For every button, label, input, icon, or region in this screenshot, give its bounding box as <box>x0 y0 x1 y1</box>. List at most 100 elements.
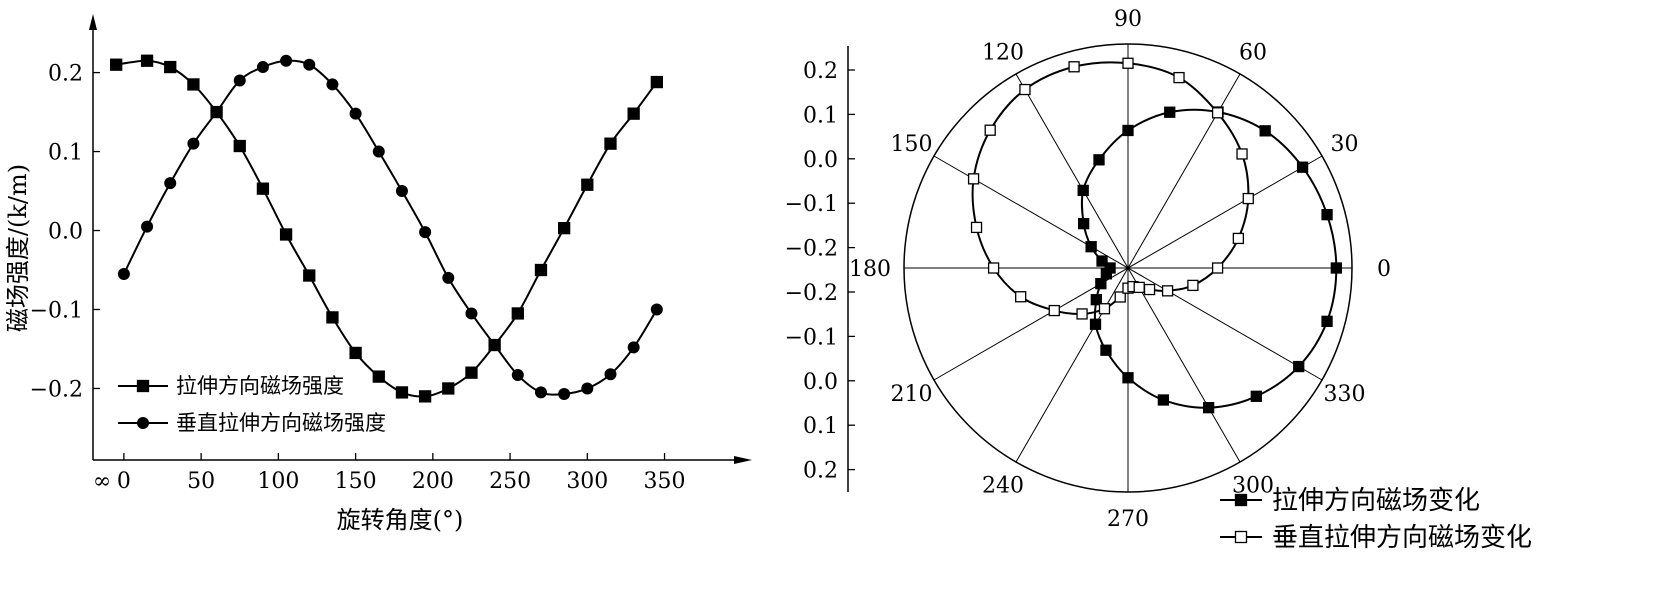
x-tick-label: 350 <box>644 469 686 494</box>
polar-data-point <box>1259 125 1271 137</box>
data-point <box>117 267 130 280</box>
polar-grid <box>903 43 1353 493</box>
data-point <box>110 58 123 71</box>
polar-data-point <box>1122 57 1134 69</box>
data-point <box>395 185 408 198</box>
data-point <box>372 145 385 158</box>
polar-data-point <box>1157 394 1170 406</box>
data-point <box>511 369 524 382</box>
radial-tick-label: 0.1 <box>803 414 838 439</box>
polar-data-point <box>1133 281 1145 294</box>
data-point <box>465 307 478 320</box>
data-point <box>511 307 524 320</box>
data-point <box>442 271 455 284</box>
x-tick-label: 0 <box>117 469 131 494</box>
polar-data-point <box>1122 124 1134 137</box>
data-point <box>418 390 432 403</box>
data-point <box>256 182 270 195</box>
polar-legend-marker <box>1234 530 1248 544</box>
radial-tick-label: 0.2 <box>803 459 838 484</box>
data-point <box>256 61 269 74</box>
data-point <box>164 60 177 74</box>
polar-data-point <box>1236 148 1248 160</box>
x-axis-arrow <box>734 456 752 464</box>
polar-data-point <box>1077 184 1089 197</box>
polar-legend-label: 垂直拉伸方向磁场变化 <box>1272 523 1532 553</box>
data-point <box>488 339 501 352</box>
polar-data-point <box>1321 315 1333 327</box>
y-tick-label: 0.0 <box>48 220 83 245</box>
polar-data-point <box>1076 308 1088 320</box>
polar-data-point <box>1093 154 1105 166</box>
radial-tick-label: −0.1 <box>785 325 838 350</box>
data-point <box>303 269 316 282</box>
data-point <box>164 177 177 190</box>
line-chart: 0.2 0.1 0.0 −0.1 −0.2 0 50 100 150 200 250 300 350 磁… <box>4 14 752 534</box>
data-point <box>233 139 246 153</box>
y-tick-label: 0.2 <box>48 62 83 87</box>
polar-data-point <box>1211 107 1224 119</box>
data-point <box>581 382 594 395</box>
x-axis-start-label: ∞ <box>93 469 111 494</box>
data-point <box>141 220 154 233</box>
polar-data-point <box>1122 372 1134 384</box>
angle-label: 180 <box>849 257 891 282</box>
angle-label: 120 <box>982 40 1024 65</box>
polar-data-point <box>987 262 1000 274</box>
polar-data-point <box>1048 304 1060 317</box>
polar-legend-marker <box>1234 493 1248 507</box>
polar-data-point <box>1090 294 1102 306</box>
x-tick-label: 200 <box>412 469 454 494</box>
legend-label: 垂直拉伸方向磁场强度 <box>176 411 386 435</box>
angle-label: 270 <box>1107 507 1149 532</box>
polar-data-point <box>1068 61 1080 73</box>
polar-data-point <box>1211 262 1224 274</box>
polar-data-point <box>1019 83 1031 96</box>
series-line-1 <box>122 59 658 396</box>
angle-label: 210 <box>890 382 932 407</box>
polar-data-point <box>1250 390 1262 402</box>
y-tick-label: −0.2 <box>30 377 83 402</box>
data-point <box>187 137 200 150</box>
polar-data-point <box>1100 344 1112 356</box>
data-point <box>419 226 432 239</box>
x-tick-label: 100 <box>257 469 299 494</box>
polar-data-point <box>1321 209 1333 221</box>
series-line-0 <box>116 59 658 398</box>
data-point <box>534 263 548 277</box>
radial-tick-label: 0.0 <box>803 370 838 395</box>
data-point <box>442 382 455 395</box>
data-point <box>349 346 362 360</box>
polar-spoke <box>933 155 1323 381</box>
data-point <box>326 311 339 324</box>
angle-label: 60 <box>1239 40 1267 65</box>
data-point <box>604 137 617 150</box>
line-chart-ticks: 0.2 0.1 0.0 −0.1 −0.2 0 50 100 150 200 250 300 350 <box>30 62 686 494</box>
polar-data-point <box>1085 241 1097 253</box>
polar-data-point <box>1078 218 1090 230</box>
angle-label: 330 <box>1324 382 1366 407</box>
data-point <box>627 107 640 120</box>
polar-legend-label: 拉伸方向磁场变化 <box>1272 486 1480 516</box>
polar-data-point <box>1095 278 1107 290</box>
data-point <box>210 106 223 119</box>
polar-data-point <box>1114 291 1126 303</box>
angle-label: 30 <box>1331 132 1359 157</box>
polar-data-point <box>1187 279 1199 292</box>
radial-tick-label: −0.1 <box>785 192 838 217</box>
line-chart-series <box>110 54 663 403</box>
polar-data-point <box>1242 192 1254 205</box>
data-point <box>581 178 594 191</box>
polar-data-point <box>970 221 983 234</box>
polar-radial-ticks: 0.2 0.1 0.0 −0.1 −0.2 −0.2 −0.1 0.0 0.1 0.2 <box>785 46 855 492</box>
polar-data-point <box>1173 71 1185 84</box>
polar-data-point <box>1015 291 1027 303</box>
data-point <box>604 368 617 381</box>
angle-label: 0 <box>1377 257 1391 282</box>
x-tick-label: 300 <box>566 469 608 494</box>
angle-label: 90 <box>1114 7 1142 32</box>
